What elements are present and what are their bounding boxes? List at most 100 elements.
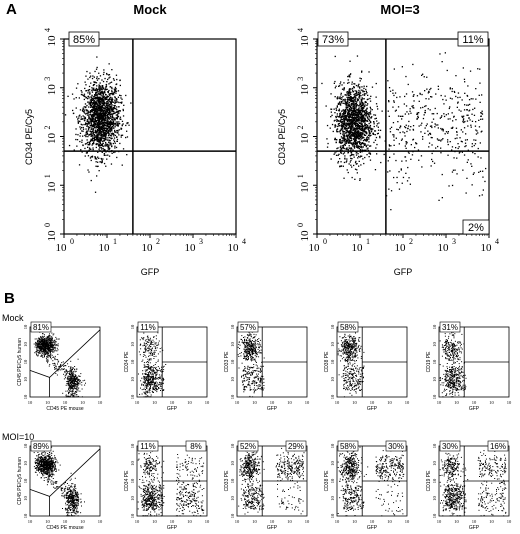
dot <box>367 94 369 96</box>
dot <box>128 124 130 126</box>
dot <box>103 119 105 121</box>
dot <box>393 144 395 146</box>
dot <box>361 143 363 145</box>
dot <box>96 76 98 78</box>
dot <box>349 137 352 140</box>
dot <box>87 129 90 131</box>
dot <box>447 131 449 133</box>
dot <box>340 140 342 142</box>
dot <box>361 133 364 135</box>
dot <box>356 151 358 153</box>
plot-a-mock-title: Mock <box>133 2 167 17</box>
dot <box>452 169 455 171</box>
dot <box>41 342 43 344</box>
dot <box>115 74 118 76</box>
dot <box>98 84 100 86</box>
dot <box>418 112 420 114</box>
dot <box>345 102 347 104</box>
dot <box>73 98 75 100</box>
dot <box>47 349 49 351</box>
dot <box>408 177 410 179</box>
dot <box>361 142 364 145</box>
dot <box>424 109 426 112</box>
dot <box>367 147 369 149</box>
dot <box>105 134 107 136</box>
dot <box>51 343 53 345</box>
dot <box>470 126 472 128</box>
dot <box>48 347 50 349</box>
dot <box>350 114 353 116</box>
dot <box>106 101 108 103</box>
dot <box>469 70 472 72</box>
dot <box>118 110 120 112</box>
dot <box>358 83 360 85</box>
dot <box>101 95 103 97</box>
dot <box>423 114 425 116</box>
dot <box>95 96 98 99</box>
dot <box>333 82 335 84</box>
dot <box>54 355 56 357</box>
dot <box>112 125 115 127</box>
dot <box>113 137 116 139</box>
dot <box>354 103 356 105</box>
dot <box>97 118 99 121</box>
dot <box>439 139 441 141</box>
dot <box>108 83 110 85</box>
dot <box>342 122 345 125</box>
dot <box>355 115 357 117</box>
dot <box>67 380 69 382</box>
dot <box>352 117 355 119</box>
dot <box>407 151 410 153</box>
dot <box>121 164 123 166</box>
dot <box>353 113 355 115</box>
dot <box>110 123 113 125</box>
dot <box>367 118 369 120</box>
dot <box>336 105 338 107</box>
dot <box>76 387 78 389</box>
dot <box>39 342 41 344</box>
dot <box>346 115 348 117</box>
dot <box>349 110 351 112</box>
dot <box>360 125 363 128</box>
dot <box>422 138 424 140</box>
dot <box>66 372 68 374</box>
dot <box>116 121 119 123</box>
x-tick-exponent: 2 <box>409 237 413 246</box>
dot <box>326 138 328 140</box>
dot <box>365 124 367 127</box>
dot <box>355 118 357 120</box>
x-tick-label: 10 <box>185 242 197 254</box>
dot <box>349 148 351 150</box>
dot <box>466 120 469 122</box>
dot <box>114 97 116 99</box>
dot <box>77 384 79 386</box>
dot <box>349 99 351 101</box>
dot <box>115 124 117 126</box>
dot <box>105 123 107 125</box>
dot <box>94 100 96 102</box>
dot <box>339 146 341 148</box>
dot <box>93 121 95 123</box>
dot <box>347 138 349 141</box>
dot <box>369 130 371 132</box>
dot <box>46 346 48 348</box>
dot <box>449 106 451 108</box>
dot <box>108 145 110 147</box>
dot <box>108 105 111 107</box>
dot <box>366 126 368 128</box>
dot <box>65 390 67 392</box>
dot <box>345 103 347 105</box>
dot <box>349 119 351 121</box>
dot <box>429 109 431 111</box>
dot <box>90 111 92 114</box>
dot <box>45 343 47 344</box>
dot <box>350 159 352 162</box>
dot <box>55 341 57 343</box>
dot <box>344 122 346 124</box>
dot <box>54 358 56 360</box>
dot <box>152 373 154 375</box>
dot <box>79 380 81 382</box>
small-y-tick-label: 10 <box>23 324 28 329</box>
dot <box>95 94 97 96</box>
dot <box>407 127 409 130</box>
